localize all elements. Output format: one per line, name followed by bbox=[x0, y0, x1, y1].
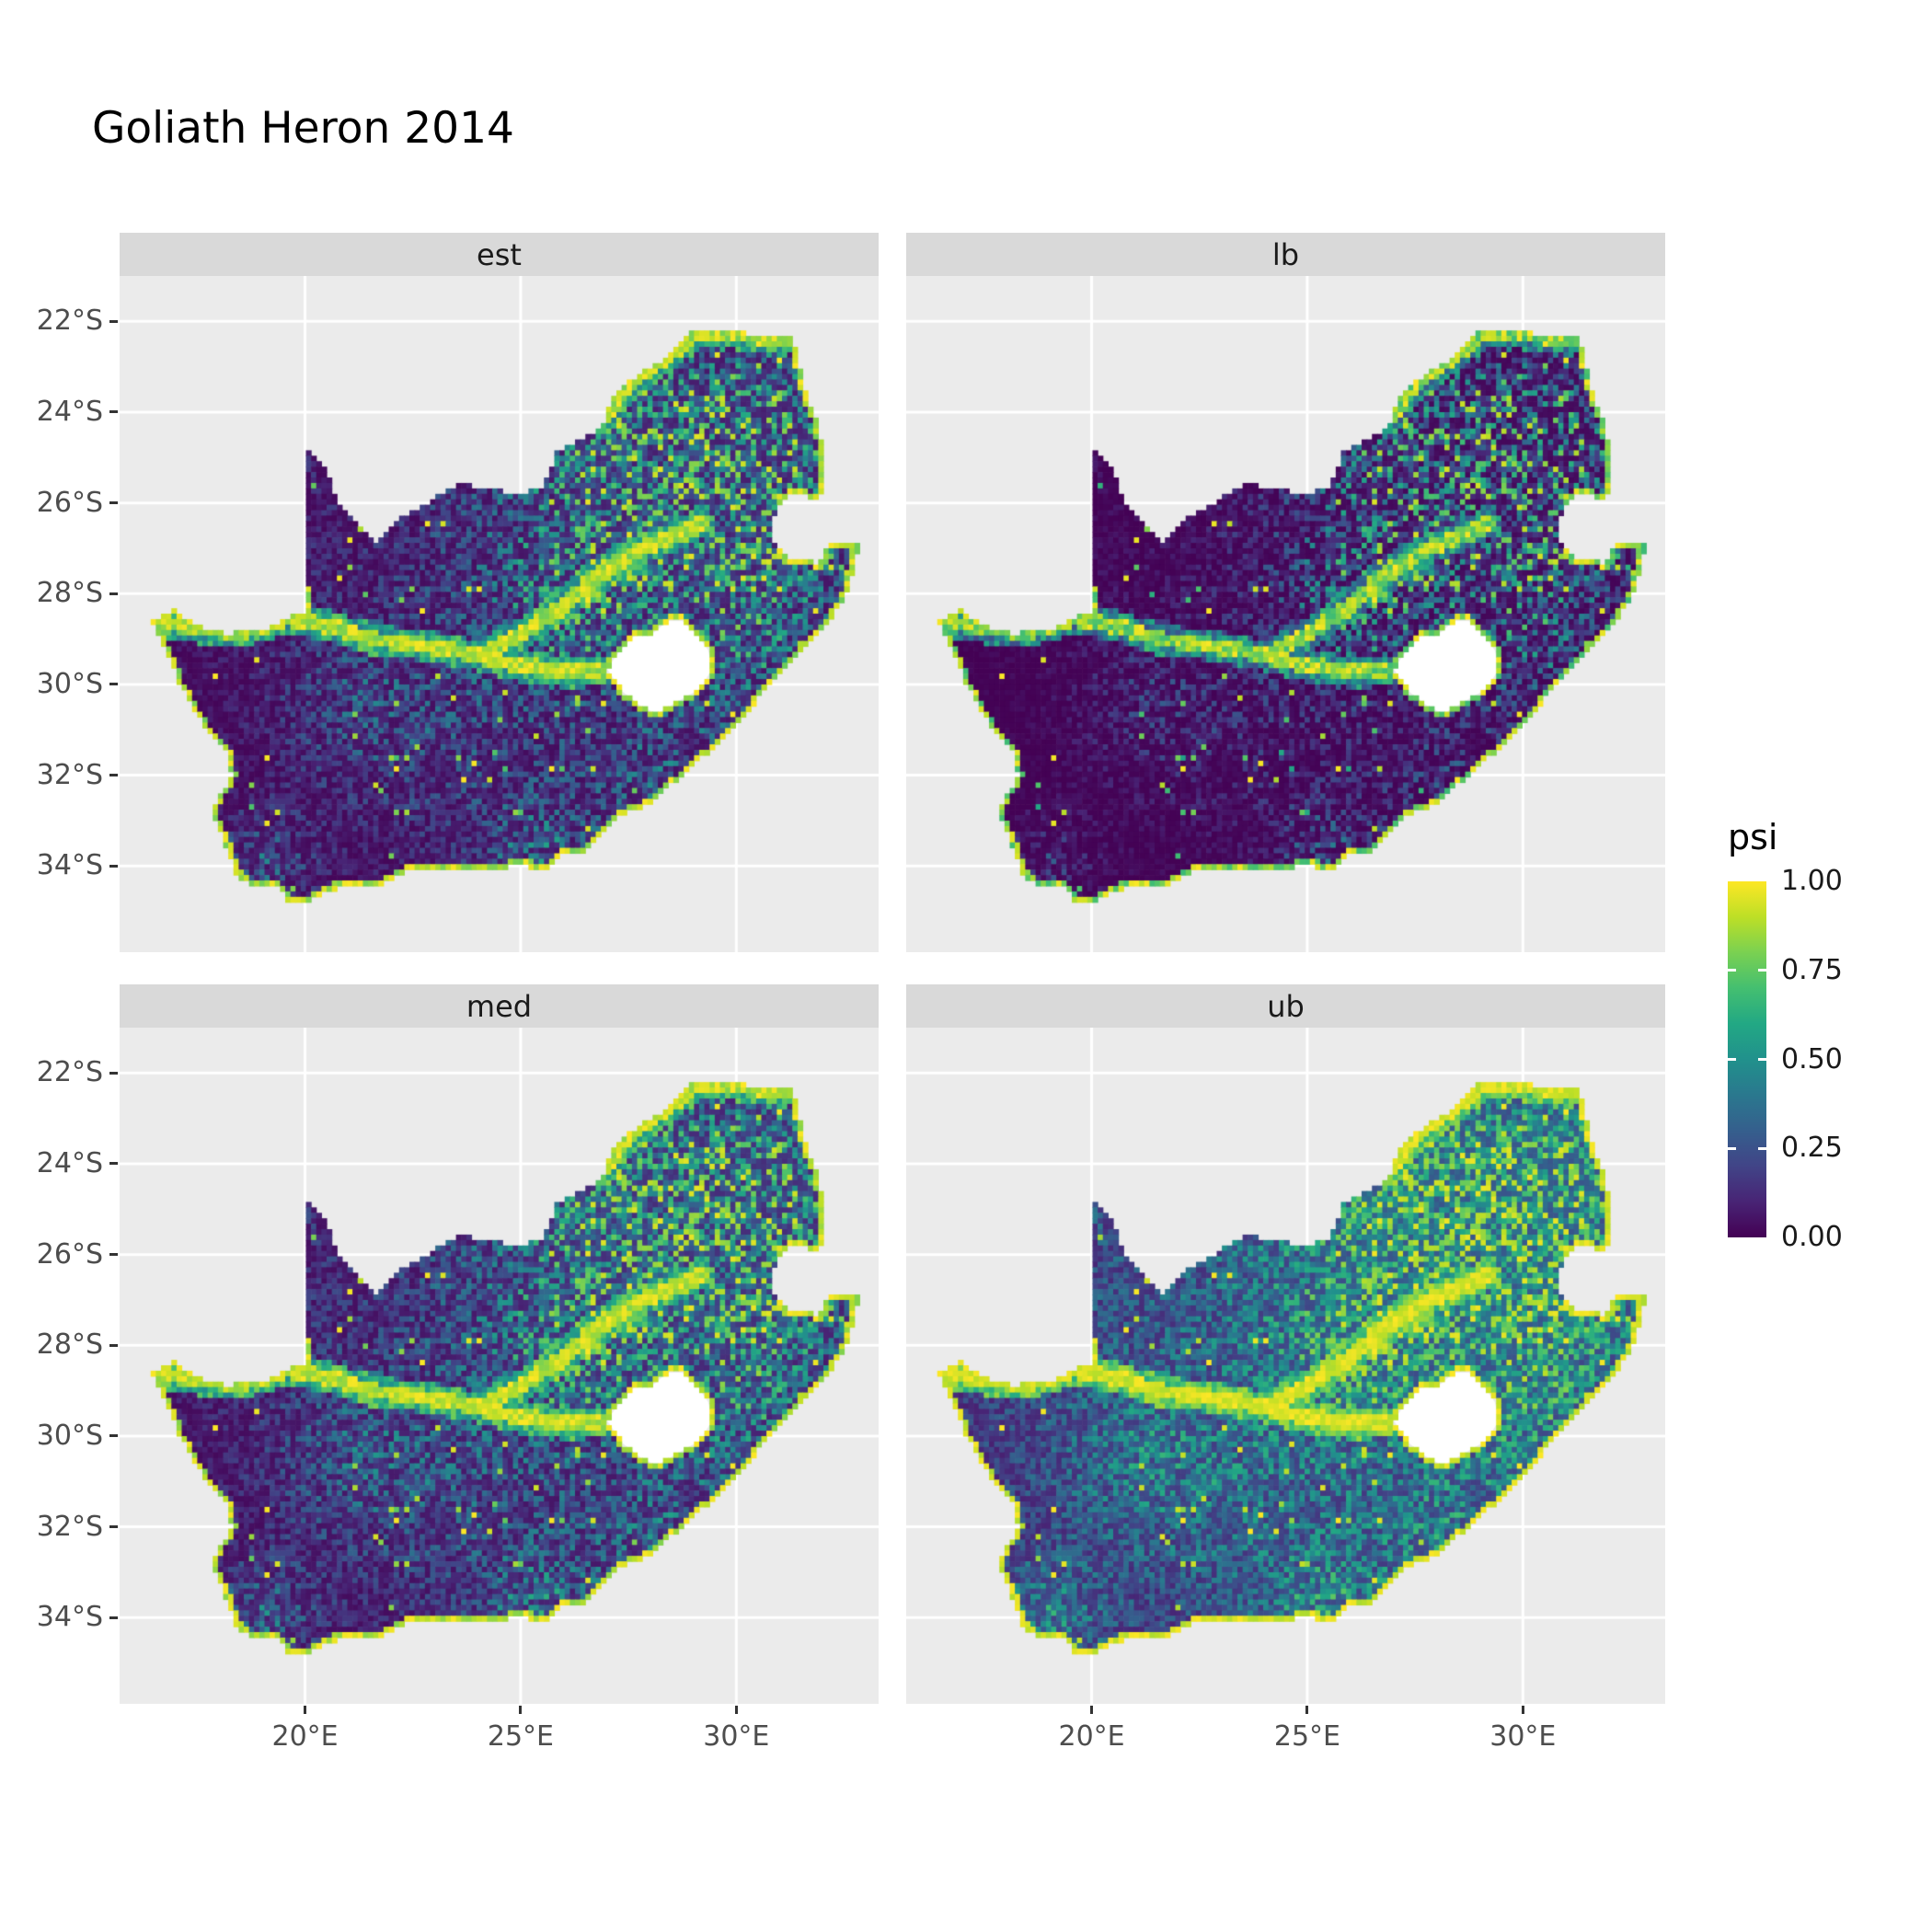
plot-title: Goliath Heron 2014 bbox=[92, 103, 514, 154]
legend-tick-mark bbox=[1758, 1058, 1766, 1061]
y-tick-mark bbox=[109, 1525, 118, 1529]
legend-tick-label: 0.50 bbox=[1781, 1042, 1843, 1075]
facet-strip-lb: lb bbox=[906, 233, 1665, 276]
y-tick-mark bbox=[109, 592, 118, 595]
y-axis-label: 28°S bbox=[36, 577, 103, 610]
legend-tick-label: 0.75 bbox=[1781, 953, 1843, 986]
legend-tick-mark bbox=[1758, 969, 1766, 972]
y-tick-mark bbox=[109, 501, 118, 505]
y-axis-label: 22°S bbox=[36, 305, 103, 338]
y-axis-label: 26°S bbox=[36, 1237, 103, 1271]
x-axis-label: 30°E bbox=[1489, 1720, 1557, 1753]
facet-strip-est: est bbox=[120, 233, 879, 276]
y-axis-label: 34°S bbox=[36, 1601, 103, 1634]
y-tick-mark bbox=[109, 1253, 118, 1257]
x-tick-mark bbox=[304, 1706, 307, 1714]
y-tick-mark bbox=[109, 1616, 118, 1619]
y-axis-label: 30°S bbox=[36, 667, 103, 700]
y-tick-mark bbox=[109, 1343, 118, 1347]
y-axis-label: 26°S bbox=[36, 486, 103, 519]
x-tick-mark bbox=[1305, 1706, 1309, 1714]
y-tick-mark bbox=[109, 774, 118, 777]
y-axis-label: 24°S bbox=[36, 395, 103, 428]
y-tick-mark bbox=[109, 319, 118, 323]
map-panel-ub bbox=[906, 1028, 1665, 1704]
x-tick-mark bbox=[519, 1706, 523, 1714]
y-axis-label: 22°S bbox=[36, 1056, 103, 1089]
legend-title: psi bbox=[1728, 817, 1778, 857]
y-axis-label: 30°S bbox=[36, 1419, 103, 1452]
legend-tick-mark bbox=[1728, 1058, 1736, 1061]
map-panel-lb bbox=[906, 276, 1665, 952]
map-panel-est bbox=[120, 276, 879, 952]
y-tick-mark bbox=[109, 410, 118, 414]
x-tick-mark bbox=[1521, 1706, 1524, 1714]
y-axis-label: 34°S bbox=[36, 849, 103, 882]
facet-label-lb: lb bbox=[1271, 236, 1300, 272]
legend-tick-label: 0.00 bbox=[1781, 1221, 1843, 1253]
y-axis-label: 32°S bbox=[36, 758, 103, 791]
x-axis-label: 25°E bbox=[1273, 1720, 1340, 1753]
legend-tick-mark bbox=[1728, 969, 1736, 972]
y-tick-mark bbox=[109, 1162, 118, 1166]
y-tick-mark bbox=[109, 1434, 118, 1438]
facet-label-ub: ub bbox=[1267, 988, 1305, 1024]
legend-tick-label: 1.00 bbox=[1781, 865, 1843, 897]
x-tick-mark bbox=[1090, 1706, 1094, 1714]
facet-strip-med: med bbox=[120, 984, 879, 1028]
y-axis-label: 32°S bbox=[36, 1510, 103, 1543]
legend-tick-mark bbox=[1758, 1146, 1766, 1150]
y-tick-mark bbox=[109, 1071, 118, 1075]
facet-label-med: med bbox=[466, 988, 533, 1024]
y-tick-mark bbox=[109, 864, 118, 868]
facet-strip-ub: ub bbox=[906, 984, 1665, 1028]
y-axis-label: 24°S bbox=[36, 1146, 103, 1179]
facet-label-est: est bbox=[477, 236, 522, 272]
legend-tick-mark bbox=[1728, 1146, 1736, 1150]
x-axis-label: 20°E bbox=[1058, 1720, 1125, 1753]
map-panel-med bbox=[120, 1028, 879, 1704]
x-axis-label: 20°E bbox=[271, 1720, 339, 1753]
y-axis-label: 28°S bbox=[36, 1328, 103, 1362]
x-axis-label: 25°E bbox=[487, 1720, 554, 1753]
x-tick-mark bbox=[734, 1706, 738, 1714]
legend-tick-label: 0.25 bbox=[1781, 1132, 1843, 1165]
x-axis-label: 30°E bbox=[703, 1720, 770, 1753]
y-tick-mark bbox=[109, 683, 118, 686]
